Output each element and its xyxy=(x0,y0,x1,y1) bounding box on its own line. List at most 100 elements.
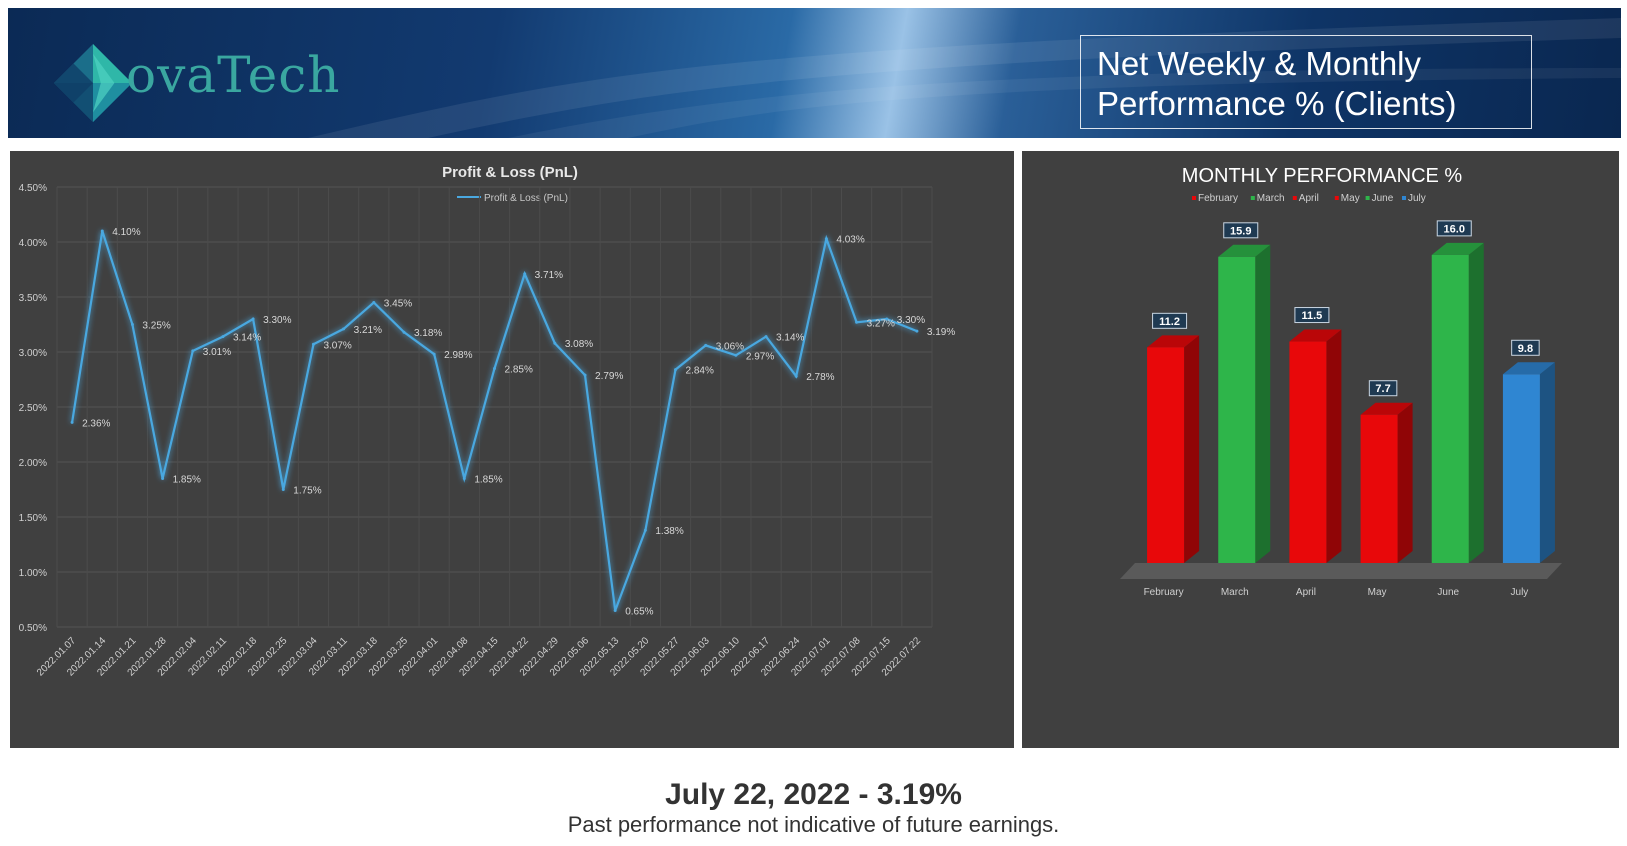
pnl-data-label: 3.07% xyxy=(323,340,351,351)
pnl-data-point xyxy=(643,528,647,532)
pnl-data-point xyxy=(402,330,406,334)
pnl-data-label: 2.84% xyxy=(686,366,714,377)
pnl-data-label: 2.85% xyxy=(505,365,533,376)
monthly-bar-top xyxy=(1431,242,1484,255)
monthly-bar-value-label: 15.9 xyxy=(1230,225,1251,237)
pnl-data-label: 1.38% xyxy=(655,526,683,537)
pnl-data-label: 3.45% xyxy=(384,299,412,310)
monthly-bar-side xyxy=(1184,335,1200,563)
monthly-bar-value-box xyxy=(1368,380,1398,397)
pnl-data-point xyxy=(432,352,436,356)
monthly-legend-swatch xyxy=(1250,196,1255,200)
pnl-data-point xyxy=(523,272,527,276)
pnl-data-point xyxy=(583,373,587,377)
pnl-data-point xyxy=(915,329,919,333)
monthly-bar-side xyxy=(1255,244,1271,563)
pnl-data-point xyxy=(130,323,134,326)
pnl-data-label: 0.65% xyxy=(625,607,653,618)
monthly-bar xyxy=(1289,341,1327,563)
pnl-data-label: 3.27% xyxy=(867,318,895,329)
pnl-line-chart: Profit & Loss (PnL) Profit & Loss (PnL) … xyxy=(19,164,956,679)
pnl-data-point xyxy=(553,341,557,345)
pnl-data-point xyxy=(372,301,376,304)
pnl-data-point xyxy=(70,420,74,424)
monthly-x-tick-label: February xyxy=(1144,587,1184,598)
monthly-legend-label: March xyxy=(1257,193,1285,204)
page-title: Net Weekly & Monthly Performance % (Clie… xyxy=(1080,35,1532,129)
monthly-bar-top xyxy=(1147,335,1200,348)
pnl-chart-title: Profit & Loss (PnL) xyxy=(442,164,578,181)
pnl-data-label: 3.21% xyxy=(354,325,382,336)
pnl-data-label: 2.78% xyxy=(806,372,834,383)
monthly-bar-value-label: 9.8 xyxy=(1518,343,1533,355)
page-title-line-2: Performance % (Clients) xyxy=(1097,85,1457,122)
banner-background xyxy=(308,18,1621,138)
monthly-bar-top xyxy=(1218,244,1271,257)
monthly-x-tick-label: July xyxy=(1511,587,1529,598)
pnl-data-label: 3.14% xyxy=(776,333,804,344)
monthly-bar-side xyxy=(1397,402,1413,563)
monthly-bar-value-box xyxy=(1436,220,1472,237)
monthly-bar xyxy=(1360,414,1398,563)
pnl-data-point xyxy=(794,374,798,378)
monthly-bar-value-box xyxy=(1223,222,1259,239)
pnl-data-label: 2.36% xyxy=(82,418,110,429)
pnl-data-label: 2.97% xyxy=(746,351,774,362)
pnl-data-point xyxy=(161,477,165,480)
monthly-legend-label: April xyxy=(1299,193,1319,204)
monthly-bar-top xyxy=(1289,329,1342,342)
latest-performance-headline: July 22, 2022 - 3.19% xyxy=(665,778,962,811)
pnl-data-label: 4.03% xyxy=(836,235,864,246)
pnl-legend: Profit & Loss (PnL) xyxy=(457,193,568,204)
pnl-data-point xyxy=(311,342,315,346)
pnl-data-point xyxy=(734,353,738,357)
monthly-legend-swatch xyxy=(1402,196,1406,200)
monthly-bar-chart: MONTHLY PERFORMANCE % February March April… xyxy=(1120,165,1562,598)
monthly-legend-swatch xyxy=(1292,196,1297,200)
pnl-y-tick-label: 1.50% xyxy=(19,513,47,524)
pnl-y-axis: 0.50% 1.00% 1.50% 2.00% 2.50% 3.00% 3.50% 4.00%… xyxy=(19,183,47,634)
monthly-bar-side xyxy=(1539,362,1555,563)
pnl-data-label: 2.98% xyxy=(444,350,472,361)
pnl-data-point xyxy=(342,327,346,331)
pnl-series-line xyxy=(71,230,918,611)
pnl-data-point xyxy=(281,488,285,491)
monthly-x-tick-label: March xyxy=(1221,587,1249,598)
monthly-bar-value-label: 11.2 xyxy=(1159,316,1180,328)
monthly-x-tick-label: April xyxy=(1296,587,1316,598)
monthly-chart-panel: MONTHLY PERFORMANCE % February March April… xyxy=(1022,151,1619,748)
pnl-data-point xyxy=(251,317,255,321)
pnl-data-point xyxy=(100,229,104,233)
pnl-x-axis: 2022.01.072022.01.142022.01.212022.01.28… xyxy=(35,635,923,678)
monthly-x-axis: February March April May June July xyxy=(1144,587,1529,598)
pnl-data-label: 3.71% xyxy=(535,270,563,281)
pnl-data-point xyxy=(462,477,466,480)
pnl-y-tick-label: 1.00% xyxy=(19,568,47,579)
page-title-line-1: Net Weekly & Monthly xyxy=(1097,45,1422,82)
monthly-bar-top xyxy=(1360,402,1413,415)
monthly-bars: 11.2 15.9 11.5 7.7 16.0 9.8 xyxy=(1147,220,1555,563)
header-banner: ovaTech Net Weekly & Monthly Performance… xyxy=(8,8,1621,138)
monthly-legend-swatch xyxy=(1334,196,1339,200)
monthly-bar xyxy=(1147,347,1185,563)
monthly-legend-label: May xyxy=(1341,193,1360,204)
pnl-y-tick-label: 2.50% xyxy=(19,403,47,414)
monthly-bar-value-box xyxy=(1511,339,1540,356)
pnl-data-label: 2.79% xyxy=(595,371,623,382)
pnl-y-tick-label: 4.50% xyxy=(19,183,47,194)
pnl-data-label: 3.19% xyxy=(927,327,955,338)
monthly-bar-value-box xyxy=(1294,307,1330,324)
pnl-data-point xyxy=(674,368,678,372)
pnl-data-label: 3.18% xyxy=(414,328,442,339)
monthly-legend-label: June xyxy=(1372,193,1394,204)
novatech-logo-icon xyxy=(54,44,132,122)
pnl-data-point xyxy=(493,367,496,370)
pnl-legend-label: Profit & Loss (PnL) xyxy=(484,193,568,204)
monthly-chart-title: MONTHLY PERFORMANCE % xyxy=(1182,165,1463,187)
monthly-bar-side xyxy=(1468,242,1484,563)
monthly-bar xyxy=(1218,256,1256,563)
monthly-bar-value-label: 11.5 xyxy=(1302,310,1323,322)
monthly-legend: February March April May June July xyxy=(1192,193,1426,204)
monthly-x-tick-label: June xyxy=(1437,587,1459,598)
monthly-legend-swatch xyxy=(1365,196,1370,200)
